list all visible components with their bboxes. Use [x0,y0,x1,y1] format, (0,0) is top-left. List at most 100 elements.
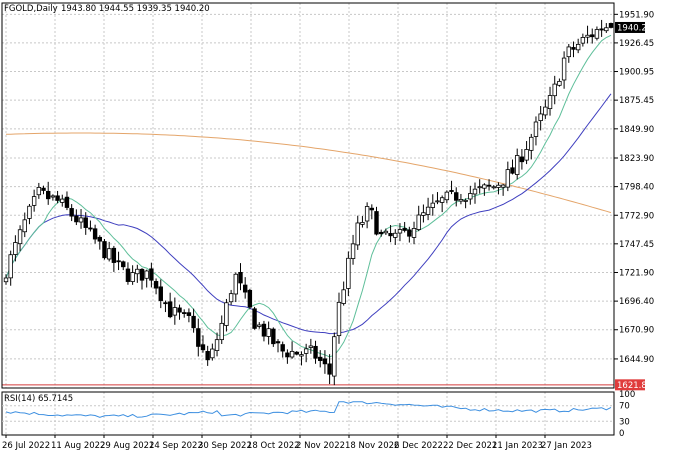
candle [275,339,281,353]
price-tick-label: 1951.90 [619,10,654,20]
candle [393,229,398,245]
date-tick-label: 29 Aug 2022 [100,441,154,451]
candle [505,161,511,192]
candle [294,351,299,356]
current-price-tag: 1940.20 [615,21,652,33]
candle [8,250,13,286]
candle [458,193,464,205]
candle [364,202,370,229]
candle [224,298,229,332]
candle [346,251,351,296]
rsi-tick-label: 0 [619,429,624,439]
rsi-indicator [2,401,614,422]
candle [486,179,492,191]
candle [247,288,253,310]
date-tick-label: 22 Dec 2022 [443,441,497,451]
candle [163,300,168,313]
date-tick-label: 18 Nov 2022 [345,441,399,451]
candle [500,183,506,196]
price-tick-label: 1721.90 [619,269,654,279]
candle [125,262,131,285]
candle [139,268,145,290]
date-tick-label: 6 Dec 2022 [394,441,443,451]
candle [318,350,323,368]
price-tick-label: 1849.90 [619,125,654,135]
price-tick-label: 1772.90 [619,211,654,221]
moving-averages [5,34,612,358]
candle [106,241,112,262]
candle [182,309,187,318]
candle [360,216,365,228]
sma-mid-line [5,93,612,335]
candle [177,304,182,320]
candle [599,19,604,37]
candle [116,251,121,271]
candle [153,278,159,295]
candle [111,245,117,272]
support-price-tag-text: 1621.83 [617,381,652,391]
candle [60,194,65,207]
candle [144,269,149,288]
candle [529,133,534,160]
rsi-axis: 100 70 30 0 [619,390,635,439]
candle [421,204,426,223]
candle [510,159,515,175]
price-tick-label: 1644.90 [619,355,654,365]
candle [210,343,215,361]
candlesticks [3,19,614,386]
candle [158,279,163,309]
current-price-tag-text: 1940.20 [617,23,652,33]
candle [172,297,178,325]
candle [327,354,332,385]
candle [13,235,18,262]
candle [439,195,445,213]
candle [41,185,46,195]
support-price-tag-bg [615,379,645,391]
candle [88,220,93,232]
candle [149,262,154,288]
candle [557,78,562,87]
candle [552,75,557,105]
rsi-pane-frame [1,391,615,436]
date-tick-label: 18 Oct 2022 [247,441,300,451]
rsi-tick-label: 30 [619,417,630,427]
date-tick-label: 11 Jan 2023 [492,441,543,451]
candle [444,190,450,204]
candle [332,332,337,386]
price-tick-label: 1747.45 [619,240,654,250]
candle [477,179,482,194]
price-tick-label: 1670.90 [619,326,654,336]
candle [219,315,224,345]
rsi-tick-label: 100 [619,390,635,400]
candle [200,335,206,353]
candle [491,185,496,190]
price-tick-label: 1696.40 [619,297,654,307]
candle [322,350,328,374]
candle [74,209,79,226]
candle [92,224,98,244]
candle [83,212,88,235]
candle [454,187,459,207]
candle [533,116,539,146]
candle [64,191,70,211]
candle [242,277,248,299]
candle [50,194,56,201]
candle [27,204,32,225]
price-tick-label: 1926.45 [619,39,654,49]
candle [566,43,571,63]
candle [594,26,600,41]
candle [186,308,192,323]
candle [167,292,173,319]
candle [55,190,60,204]
price-tick-label: 1798.40 [619,183,654,193]
candle [547,86,553,116]
candle [196,318,201,357]
candle [285,349,290,364]
candle [472,182,478,204]
sma-fast-line [5,34,612,358]
candle [36,182,42,199]
candle [191,308,196,333]
candle [543,99,548,119]
price-pane-frame [1,2,615,389]
